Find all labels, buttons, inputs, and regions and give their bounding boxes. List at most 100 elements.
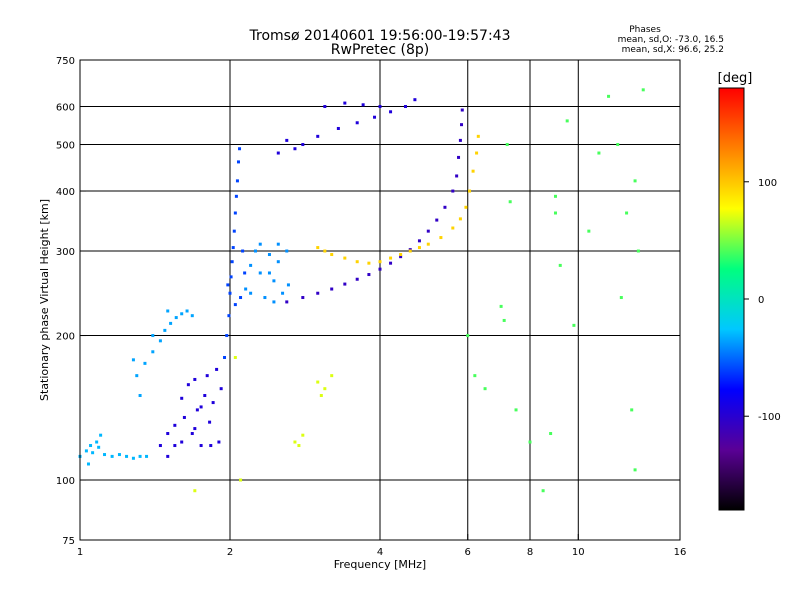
data-point: [301, 296, 305, 300]
y-tick-label: 600: [56, 103, 75, 114]
x-axis-label: Frequency [MHz]: [334, 558, 426, 571]
data-point: [239, 296, 243, 300]
colorbar-tick-label: -100: [758, 412, 781, 423]
x-tick-label: 4: [377, 547, 383, 558]
data-point: [110, 454, 114, 458]
data-point: [228, 291, 232, 295]
data-point: [145, 454, 149, 458]
data-point: [458, 138, 462, 142]
data-point: [232, 229, 236, 233]
data-point: [158, 444, 162, 448]
data-point: [355, 260, 359, 264]
data-point: [316, 380, 320, 384]
data-point: [389, 256, 393, 260]
data-point: [373, 115, 377, 119]
data-point: [319, 394, 323, 398]
data-point: [553, 211, 557, 215]
data-point: [272, 279, 276, 283]
data-point: [597, 151, 601, 155]
data-point: [457, 155, 461, 159]
data-point: [131, 358, 135, 362]
chart-subtitle: RwPretec (8p): [331, 42, 429, 58]
data-point: [193, 427, 197, 431]
data-point: [193, 489, 197, 493]
data-point: [276, 260, 280, 264]
data-point: [636, 249, 640, 253]
data-point: [367, 261, 371, 265]
data-point: [417, 239, 421, 243]
data-point: [285, 300, 289, 304]
data-point: [471, 169, 475, 173]
data-point: [316, 291, 320, 295]
data-point: [243, 271, 247, 275]
data-point: [249, 263, 253, 267]
data-point: [182, 415, 186, 419]
data-point: [541, 489, 545, 493]
data-point: [190, 432, 194, 436]
data-point: [343, 282, 347, 286]
data-point: [625, 211, 629, 215]
x-tick-label: 10: [572, 547, 585, 558]
data-point: [508, 200, 512, 204]
data-point: [84, 449, 88, 453]
data-point: [619, 296, 623, 300]
data-point: [301, 433, 305, 437]
data-point: [236, 160, 240, 164]
data-point: [95, 440, 99, 444]
data-point: [143, 361, 147, 365]
data-point: [301, 143, 305, 147]
data-point: [330, 374, 334, 378]
data-point: [633, 179, 637, 183]
data-point: [336, 126, 340, 130]
data-point: [151, 350, 155, 354]
chart-title: Tromsø 20140601 19:56:00-19:57:43: [249, 28, 511, 44]
data-point: [180, 440, 184, 444]
data-point: [276, 151, 280, 155]
data-point: [293, 440, 297, 444]
data-point: [91, 451, 95, 455]
data-point: [217, 440, 221, 444]
data-point: [323, 387, 327, 391]
data-point: [267, 253, 271, 257]
data-point: [199, 405, 203, 409]
data-point: [103, 453, 107, 457]
data-point: [166, 432, 170, 436]
data-point: [403, 105, 407, 109]
data-point: [355, 121, 359, 125]
data-point: [229, 275, 233, 279]
data-point: [505, 143, 509, 147]
colorbar-unit-label: [deg]: [718, 71, 753, 86]
data-point: [190, 314, 194, 318]
data-point: [226, 283, 230, 287]
data-point: [166, 309, 170, 313]
data-point: [330, 253, 334, 257]
data-point: [286, 283, 290, 287]
data-point: [443, 205, 447, 209]
y-tick-label: 500: [56, 141, 75, 152]
y-tick-label: 750: [56, 56, 75, 67]
y-axis-label: Stationary phase Virtual Height [km]: [38, 199, 51, 401]
x-tick-label: 2: [227, 547, 233, 558]
data-point: [272, 300, 276, 304]
data-point: [572, 323, 576, 327]
data-point: [378, 105, 382, 109]
data-point: [316, 246, 320, 250]
data-point: [186, 383, 190, 387]
phase-stats-x: mean, sd,X: 96.6, 25.2: [622, 45, 724, 55]
data-point: [565, 119, 569, 123]
data-point: [466, 334, 470, 338]
data-point: [208, 420, 212, 424]
data-point: [297, 444, 301, 448]
data-point: [460, 108, 464, 112]
data-point: [451, 189, 455, 193]
data-point: [458, 217, 462, 221]
x-tick-label: 1: [77, 547, 83, 558]
data-point: [389, 261, 393, 265]
data-point: [244, 287, 248, 291]
y-tick-label: 400: [56, 187, 75, 198]
data-point: [378, 260, 382, 264]
colorbar-tick-label: 0: [758, 295, 764, 306]
data-point: [439, 236, 443, 240]
data-point: [417, 246, 421, 250]
